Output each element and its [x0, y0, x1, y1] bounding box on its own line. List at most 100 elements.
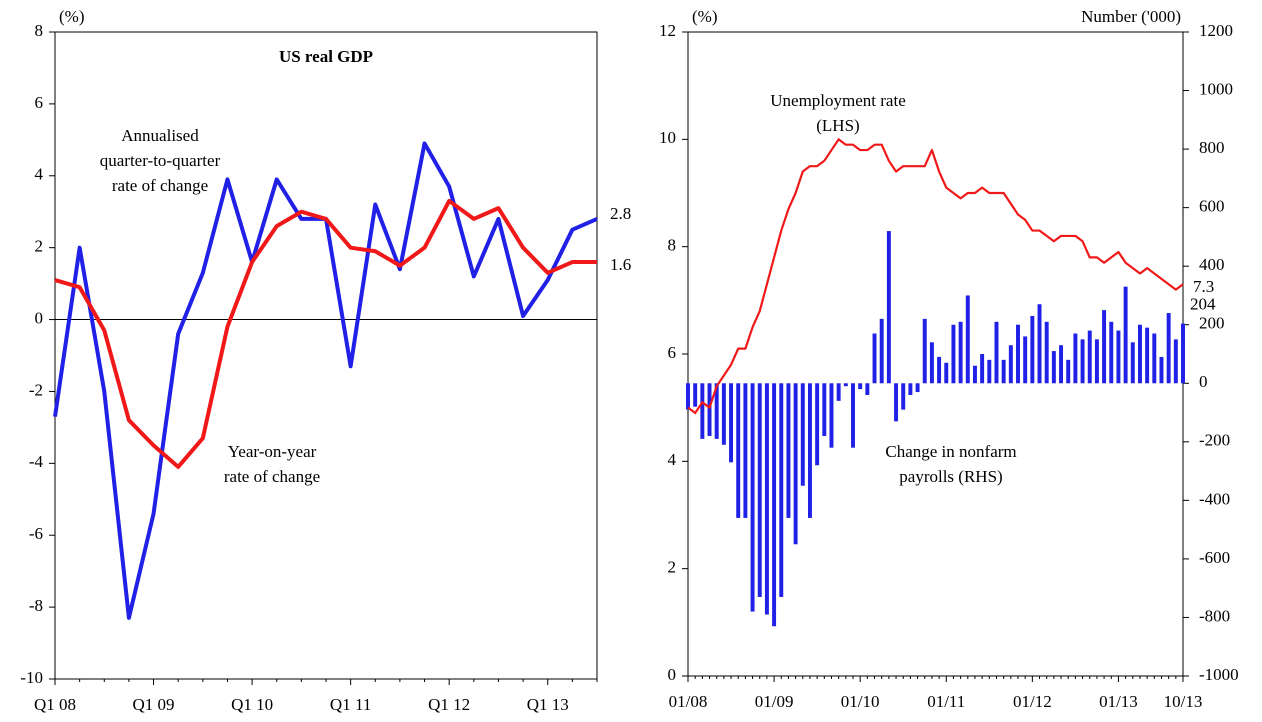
x-tick-label: Q1 10: [231, 695, 273, 714]
bar: [772, 383, 777, 627]
y-tick-label: -4: [29, 452, 44, 471]
bar: [1030, 315, 1035, 384]
bar: [1145, 327, 1150, 384]
end-value-label: 7.3: [1193, 277, 1214, 296]
y2-tick-label: 1200: [1199, 21, 1233, 40]
bar: [1152, 333, 1157, 384]
bar: [908, 383, 913, 395]
bar: [1123, 286, 1128, 384]
y-tick-label: 6: [35, 93, 44, 112]
bar: [714, 383, 719, 439]
y2-tick-label: 200: [1199, 314, 1225, 333]
bar: [721, 383, 726, 445]
bar: [886, 231, 891, 384]
bar: [736, 383, 741, 518]
y-tick-label: 2: [35, 237, 44, 256]
bar: [929, 342, 934, 384]
bar: [1094, 339, 1099, 384]
x-tick-label: Q1 09: [133, 695, 175, 714]
bar: [879, 318, 884, 384]
bar: [1023, 336, 1028, 384]
bar: [865, 383, 870, 395]
bar: [951, 324, 956, 384]
bar: [686, 383, 690, 410]
bar: [987, 359, 992, 384]
x-tick-label: 01/11: [927, 692, 965, 711]
y2-axis-label: Number ('000): [1081, 7, 1181, 26]
bar: [1166, 313, 1171, 384]
bar: [965, 295, 970, 384]
series-annotation: (LHS): [816, 116, 859, 135]
y2-tick-label: -200: [1199, 431, 1230, 450]
bar: [1116, 330, 1121, 384]
bar: [937, 356, 942, 384]
y-tick-label: 0: [668, 665, 677, 684]
bar: [1037, 304, 1042, 384]
bar: [1051, 351, 1056, 384]
bar: [829, 383, 834, 448]
y-tick-label: -8: [29, 596, 43, 615]
x-tick-label: 01/10: [841, 692, 880, 711]
bar: [836, 383, 841, 401]
bar: [915, 383, 920, 393]
x-tick-label: 01/12: [1013, 692, 1052, 711]
series-annotation: Unemployment rate: [770, 91, 906, 110]
y-tick-label: 4: [35, 165, 44, 184]
bar: [980, 354, 985, 384]
bar: [786, 383, 791, 518]
bar: [1073, 333, 1078, 384]
bar: [922, 318, 927, 384]
series-annotation: rate of change: [112, 176, 208, 195]
bar: [743, 383, 748, 518]
x-tick-label: 10/13: [1164, 692, 1203, 711]
series-annotation: payrolls (RHS): [899, 467, 1002, 486]
bar: [750, 383, 755, 612]
y2-tick-label: -800: [1199, 606, 1230, 625]
x-tick-label: Q1 13: [527, 695, 569, 714]
y-tick-label: -6: [29, 524, 43, 543]
y-tick-label: 8: [668, 236, 677, 255]
bar: [1087, 330, 1092, 384]
x-tick-label: Q1 08: [34, 695, 76, 714]
x-tick-label: Q1 12: [428, 695, 470, 714]
plot-frame: [687, 31, 1184, 677]
bar: [1016, 324, 1020, 384]
x-tick-label: Q1 11: [330, 695, 371, 714]
series-line: [687, 138, 1184, 415]
bar: [807, 383, 812, 518]
bar: [1173, 339, 1178, 384]
y-tick-label: 10: [659, 128, 676, 147]
bar: [800, 383, 805, 486]
series-annotation: Year-on-year: [228, 442, 317, 461]
y-tick-label: 6: [668, 343, 677, 362]
bar: [843, 383, 848, 387]
bar: [944, 362, 949, 384]
y2-tick-label: 0: [1199, 372, 1208, 391]
bar: [729, 383, 734, 463]
bar: [851, 383, 855, 448]
y-axis-label: (%): [59, 7, 84, 26]
y2-tick-label: 400: [1199, 255, 1225, 274]
y-tick-label: 0: [35, 308, 44, 327]
series-line: [53, 141, 598, 620]
bar: [707, 383, 712, 436]
end-value-label: 1.6: [610, 255, 631, 274]
bar: [1130, 342, 1135, 384]
bar: [1008, 345, 1013, 384]
y2-tick-label: 1000: [1199, 79, 1233, 98]
y2-tick-label: 600: [1199, 197, 1225, 216]
y2-tick-label: -600: [1199, 548, 1230, 567]
series-annotation: Change in nonfarm: [885, 442, 1016, 461]
y-tick-label: 12: [659, 21, 676, 40]
y-tick-label: 8: [35, 21, 44, 40]
bar: [858, 383, 863, 390]
bar: [757, 383, 762, 597]
bar: [700, 383, 705, 439]
chart-title: US real GDP: [279, 47, 373, 66]
bar: [793, 383, 798, 545]
x-tick-label: 01/13: [1099, 692, 1138, 711]
bar: [822, 383, 827, 436]
y-tick-label: -10: [20, 668, 43, 687]
y-tick-label: 2: [668, 558, 677, 577]
bar: [1109, 321, 1114, 384]
